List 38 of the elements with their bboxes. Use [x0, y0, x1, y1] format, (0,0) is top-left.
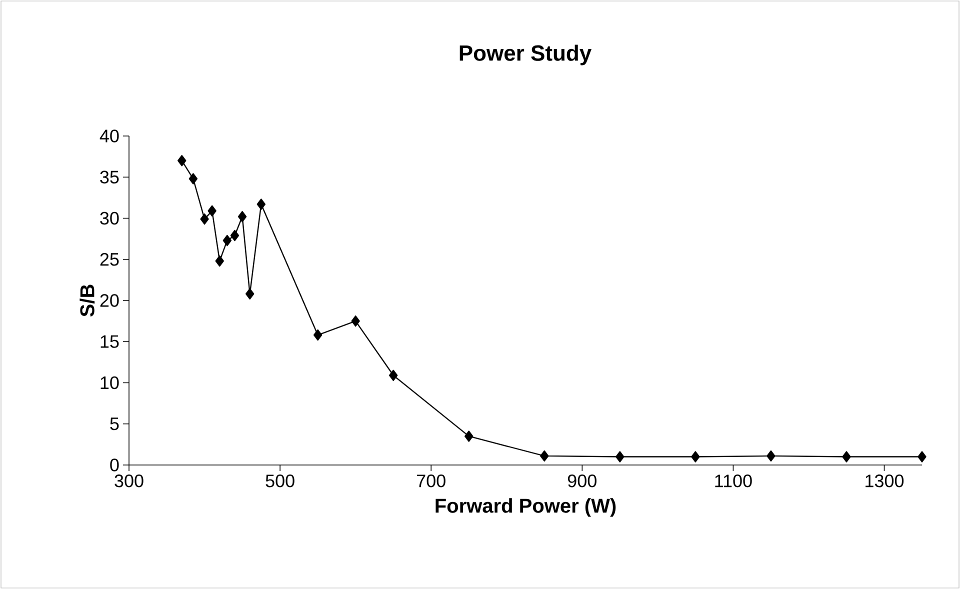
point: [245, 288, 254, 300]
x-tick-label: 500: [266, 474, 294, 488]
point: [388, 370, 398, 381]
point: [208, 205, 216, 216]
point: [200, 213, 209, 225]
x-tick-label: 700: [417, 474, 446, 488]
point: [842, 451, 851, 462]
point: [464, 430, 474, 442]
y-tick-label: 20: [100, 294, 119, 307]
y-tick-label: 0: [110, 458, 119, 472]
x-axis-title: Forward Power (W): [436, 498, 616, 517]
x-tick-label: 300: [114, 474, 144, 488]
point: [188, 173, 198, 184]
point: [256, 198, 266, 210]
chart-title: Power Study: [460, 44, 592, 66]
point: [230, 230, 240, 242]
y-tick-label: 10: [100, 376, 119, 390]
point: [238, 211, 247, 222]
y-tick-label: 30: [100, 212, 119, 225]
point: [178, 155, 186, 166]
point: [766, 450, 776, 462]
y-tick-label: 15: [100, 335, 119, 348]
y-tick-label: 40: [100, 130, 119, 142]
point: [918, 451, 926, 462]
point: [540, 450, 549, 462]
y-tick-label: 5: [110, 418, 119, 430]
y-tick-label: 35: [100, 170, 119, 184]
point: [351, 315, 360, 327]
y-tick-label: 25: [100, 252, 119, 266]
x-tick-label: 900: [568, 474, 596, 488]
x-tick-label: 1300: [866, 474, 904, 488]
point: [215, 255, 224, 267]
x-tick-label: 1100: [715, 474, 752, 488]
point: [313, 329, 322, 341]
point: [222, 234, 232, 246]
point: [616, 451, 624, 462]
y-axis-title: S/B: [80, 284, 95, 317]
point: [691, 451, 700, 462]
